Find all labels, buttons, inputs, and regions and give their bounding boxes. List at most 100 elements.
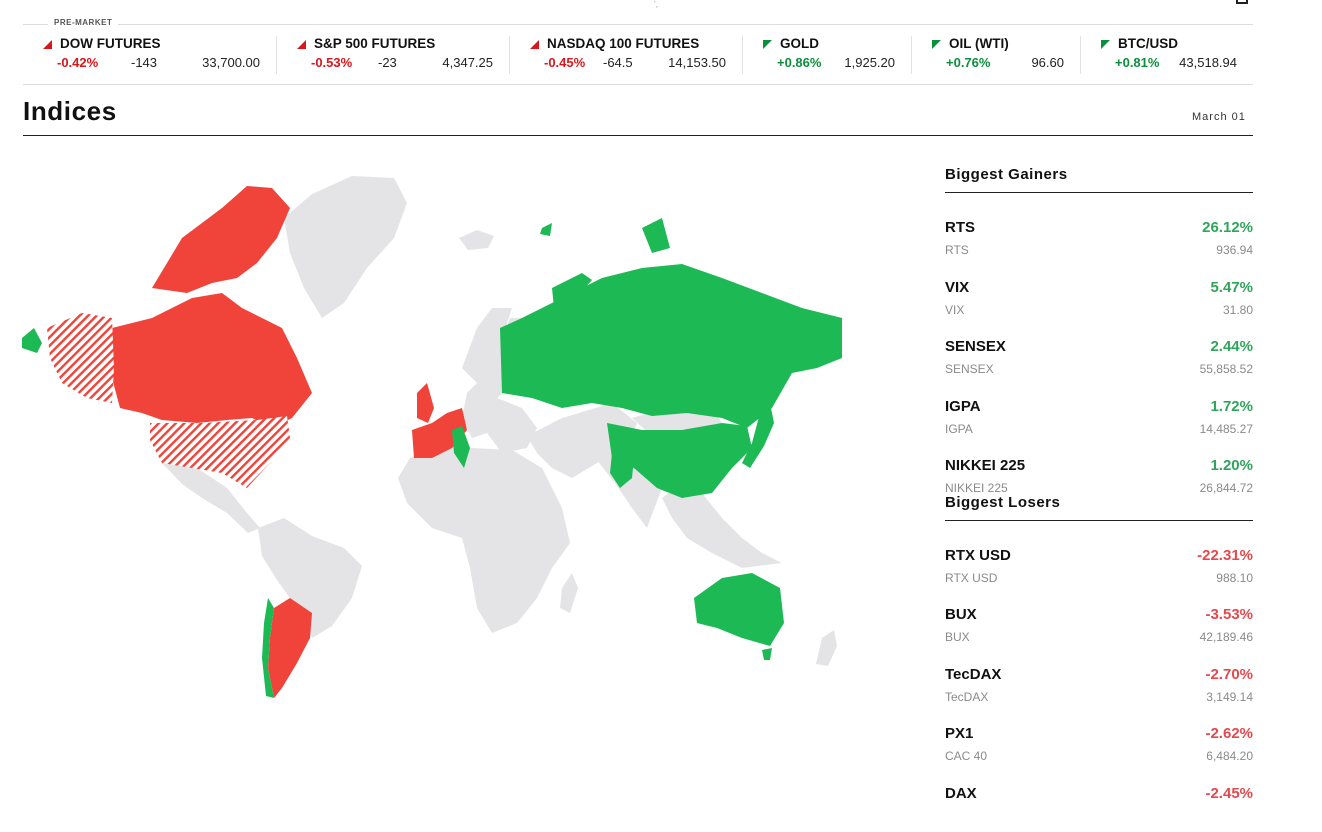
mover-value: 55,858.52: [1200, 362, 1253, 376]
map-iceland[interactable]: [459, 230, 494, 250]
mover-name: VIX: [945, 303, 964, 317]
ticker-pct: +0.81%: [1115, 55, 1159, 70]
mover-symbol: RTS: [945, 219, 975, 236]
mover-pct: 2.44%: [1210, 338, 1253, 355]
ticker-name: GOLD: [780, 36, 819, 51]
mover-name: SENSEX: [945, 362, 994, 376]
mover-pct: 1.72%: [1210, 398, 1253, 415]
top-scroll-mark: ʼ,: [654, 0, 664, 3]
mover-pct: 26.12%: [1202, 219, 1253, 236]
mover-name: RTS: [945, 243, 969, 257]
ticker-change: -23: [378, 55, 397, 70]
page-date: March 01: [1192, 111, 1246, 123]
mover-symbol: RTX USD: [945, 547, 1011, 564]
ticker-value: 43,518.94: [1179, 55, 1237, 70]
title-divider: [23, 135, 1253, 136]
map-africa[interactable]: [398, 443, 570, 633]
mover-value: 26,844.72: [1200, 481, 1253, 495]
arrow-up-icon: [763, 40, 772, 49]
map-madagascar[interactable]: [560, 573, 578, 613]
map-russia[interactable]: [500, 264, 842, 428]
gainer-row[interactable]: IGPA IGPA 1.72% 14,485.27: [945, 386, 1253, 446]
map-greenland[interactable]: [284, 176, 407, 318]
mover-name: RTX USD: [945, 571, 997, 585]
mover-value: 936.94: [1216, 243, 1253, 257]
mover-symbol: NIKKEI 225: [945, 457, 1025, 474]
mover-symbol: BUX: [945, 606, 977, 623]
ticker-item-sp500[interactable]: S&P 500 FUTURES -0.53% -23 4,347.25: [276, 36, 509, 74]
ticker-pct: -0.45%: [544, 55, 585, 70]
map-australia[interactable]: [694, 573, 784, 646]
ticker-item-oil[interactable]: OIL (WTI) +0.76% 96.60: [911, 36, 1080, 74]
ticker-value: 4,347.25: [442, 55, 493, 70]
map-usa-hatched[interactable]: [150, 416, 290, 488]
loser-row[interactable]: TecDAX TecDAX -2.70% 3,149.14: [945, 654, 1253, 714]
ticker-value: 14,153.50: [668, 55, 726, 70]
map-argentina[interactable]: [268, 598, 312, 698]
premarket-divider: [23, 24, 1253, 25]
map-uk[interactable]: [417, 383, 434, 423]
arrow-down-icon: [530, 40, 539, 49]
ticker-item-gold[interactable]: GOLD +0.86% 1,925.20: [742, 36, 911, 74]
mover-value: 42,189.46: [1200, 630, 1253, 644]
movers-panel: Biggest Gainers RTS RTS 26.12% 936.94 VI…: [945, 165, 1253, 832]
ticker-name: DOW FUTURES: [60, 36, 161, 51]
ticker-bar: DOW FUTURES -0.42% -143 33,700.00 S&P 50…: [23, 36, 1253, 76]
ticker-divider: [23, 84, 1253, 85]
mover-pct: 5.47%: [1210, 279, 1253, 296]
map-tasmania[interactable]: [762, 648, 772, 660]
mover-value: 14,485.27: [1200, 422, 1253, 436]
mover-name: IGPA: [945, 422, 973, 436]
ticker-name: NASDAQ 100 FUTURES: [547, 36, 699, 51]
ticker-change: -64.5: [603, 55, 633, 70]
loser-row[interactable]: RTX USD RTX USD -22.31% 988.10: [945, 535, 1253, 595]
mover-name: NIKKEI 225: [945, 481, 1008, 495]
mover-symbol: IGPA: [945, 398, 981, 415]
mover-symbol: DAX: [945, 785, 977, 802]
ticker-name: S&P 500 FUTURES: [314, 36, 435, 51]
ticker-item-nasdaq[interactable]: NASDAQ 100 FUTURES -0.45% -64.5 14,153.5…: [509, 36, 742, 74]
mover-pct: -2.62%: [1205, 725, 1253, 742]
mover-name: TecDAX: [945, 690, 988, 704]
ticker-item-dow[interactable]: DOW FUTURES -0.42% -143 33,700.00: [23, 36, 276, 74]
loser-row[interactable]: PX1 CAC 40 -2.62% 6,484.20: [945, 713, 1253, 773]
ticker-name: OIL (WTI): [949, 36, 1009, 51]
map-western-alaska[interactable]: [22, 328, 42, 353]
gainer-row[interactable]: RTS RTS 26.12% 936.94: [945, 207, 1253, 267]
map-canadian-arctic[interactable]: [152, 186, 290, 293]
loser-row[interactable]: DAX -2.45%: [945, 773, 1253, 832]
mover-symbol: PX1: [945, 725, 973, 742]
map-alaska-hatched[interactable]: [47, 313, 114, 403]
corner-icon[interactable]: [1236, 0, 1248, 4]
mover-symbol: VIX: [945, 279, 969, 296]
ticker-pct: -0.42%: [57, 55, 98, 70]
gainer-row[interactable]: NIKKEI 225 NIKKEI 225 1.20% 26,844.72: [945, 445, 1253, 505]
mover-pct: -2.70%: [1205, 666, 1253, 683]
ticker-item-btc[interactable]: BTC/USD +0.81% 43,518.94: [1080, 36, 1253, 74]
ticker-value: 33,700.00: [202, 55, 260, 70]
mover-value: 988.10: [1216, 571, 1253, 585]
mover-symbol: TecDAX: [945, 666, 1001, 683]
gainer-row[interactable]: SENSEX SENSEX 2.44% 55,858.52: [945, 326, 1253, 386]
arrow-up-icon: [1101, 40, 1110, 49]
ticker-pct: +0.86%: [777, 55, 821, 70]
ticker-value: 96.60: [1031, 55, 1064, 70]
gainer-row[interactable]: VIX VIX 5.47% 31.80: [945, 267, 1253, 327]
arrow-down-icon: [297, 40, 306, 49]
ticker-pct: +0.76%: [946, 55, 990, 70]
page-title: Indices: [23, 96, 117, 127]
gainers-title: Biggest Gainers: [945, 165, 1253, 193]
losers-list: RTX USD RTX USD -22.31% 988.10 BUX BUX -…: [945, 521, 1253, 832]
arrow-up-icon: [932, 40, 941, 49]
mover-pct: -3.53%: [1205, 606, 1253, 623]
mover-pct: -22.31%: [1197, 547, 1253, 564]
loser-row[interactable]: BUX BUX -3.53% 42,189.46: [945, 594, 1253, 654]
ticker-change: -143: [131, 55, 157, 70]
ticker-value: 1,925.20: [844, 55, 895, 70]
mover-value: 3,149.14: [1206, 690, 1253, 704]
map-new-zealand[interactable]: [816, 630, 837, 666]
mover-value: 6,484.20: [1206, 749, 1253, 763]
world-map[interactable]: [22, 168, 852, 708]
mover-name: CAC 40: [945, 749, 987, 763]
map-canada[interactable]: [112, 293, 312, 428]
